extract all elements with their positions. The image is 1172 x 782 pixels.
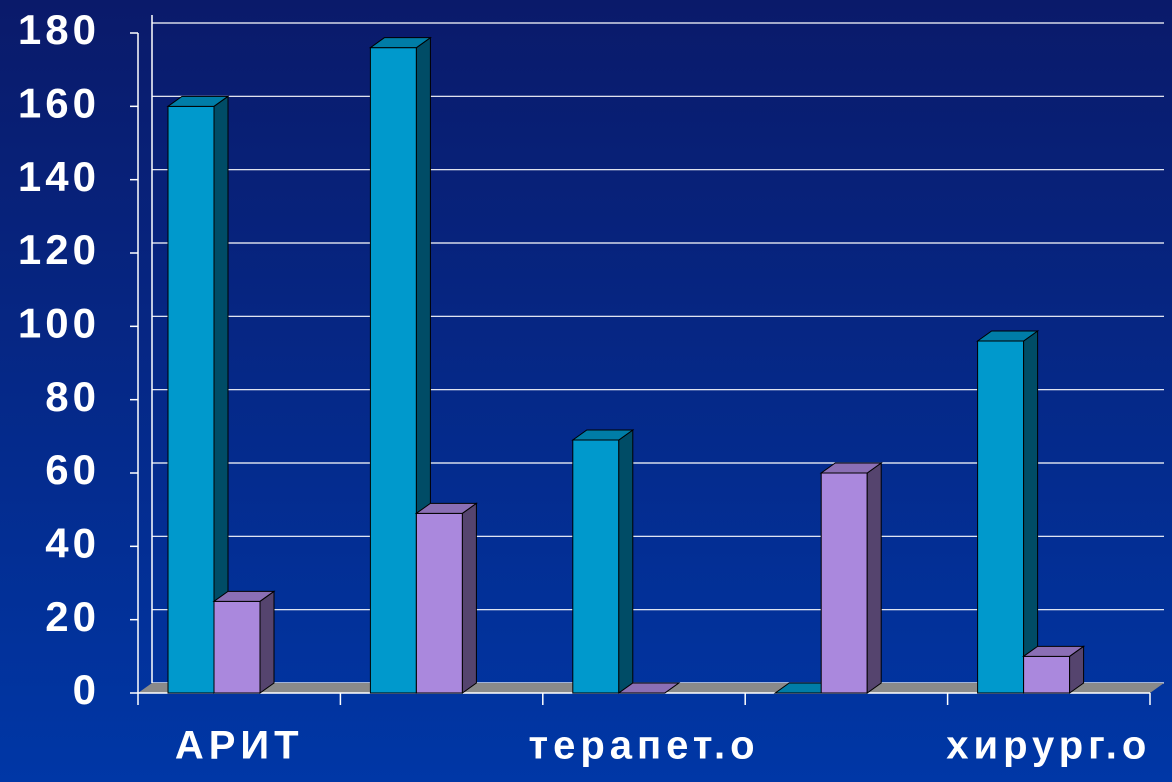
bar-top-shade — [977, 331, 1038, 341]
bar-top-shade — [370, 37, 431, 48]
bar — [369, 47, 417, 694]
bar-top-shade — [618, 683, 679, 693]
bar — [167, 105, 215, 694]
y-tick-label: 180 — [18, 6, 100, 53]
y-tick-label: 100 — [18, 299, 100, 346]
bar-side-shade — [260, 591, 274, 693]
bar-top — [617, 682, 681, 694]
y-tick-label: 160 — [18, 79, 100, 126]
bar-top — [976, 330, 1040, 342]
y-tick-label: 40 — [45, 519, 100, 566]
bar — [572, 439, 620, 694]
bar — [415, 512, 463, 694]
bar-top-shade — [1023, 646, 1084, 657]
bar-side-shade — [618, 430, 633, 693]
bar-top-shade — [214, 591, 274, 602]
plot-area: 0 20 40 60 80 100 120 140 160 180 АРИТ терапет.о хир… — [18, 6, 1164, 768]
bar-side-shade — [214, 96, 228, 694]
bar-top — [1022, 645, 1086, 657]
bar-top — [819, 462, 883, 474]
y-tick-label: 20 — [45, 593, 100, 640]
y-tick-label: 120 — [18, 226, 100, 273]
bar-top — [414, 502, 478, 514]
bar-side-shade — [1023, 331, 1038, 693]
y-tick-label: 0 — [73, 666, 100, 713]
y-tick-label: 140 — [18, 153, 100, 200]
bar-side-shade — [1069, 646, 1084, 693]
bar — [213, 600, 261, 694]
bar-top-shade — [821, 463, 882, 473]
bar-top — [368, 37, 432, 49]
bar-side-shade — [462, 503, 477, 693]
bar-top-shade — [775, 683, 836, 693]
bar-top-shade — [416, 503, 477, 514]
bar-top-shade — [168, 96, 228, 107]
bar — [820, 472, 868, 694]
bar — [1023, 655, 1071, 694]
x-tick-label: терапет.о — [528, 724, 759, 768]
bar-top — [212, 590, 276, 602]
bar-side-shade — [867, 463, 882, 693]
y-tick-label: 80 — [45, 373, 100, 420]
bar-top — [166, 95, 230, 107]
y-tick-label: 60 — [45, 446, 100, 493]
x-tick-label: хирург.о — [946, 724, 1151, 768]
x-tick-label: АРИТ — [175, 724, 304, 768]
bar-top — [571, 429, 635, 441]
bar-top-shade — [572, 430, 633, 440]
bar — [977, 340, 1025, 694]
